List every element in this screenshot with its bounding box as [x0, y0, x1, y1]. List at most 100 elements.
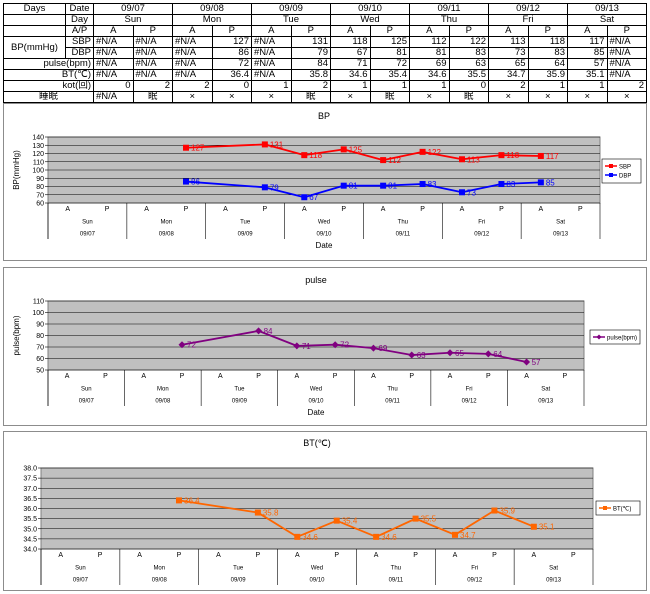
- data-point: [301, 152, 308, 159]
- data-label: 71: [302, 342, 311, 351]
- x-tick-label: P: [105, 206, 110, 213]
- data-point: [340, 146, 347, 153]
- x-day-label: Tue: [234, 386, 245, 392]
- data-label: 72: [340, 341, 349, 350]
- row-label: BT(℃): [3, 69, 94, 81]
- data-point: [459, 156, 465, 163]
- data-label: 34.6: [302, 533, 318, 542]
- x-day-label: Sun: [81, 386, 92, 392]
- table-cell: ×: [251, 91, 292, 103]
- x-day-label: Thu: [387, 386, 397, 392]
- table-cell: #N/A: [172, 47, 213, 59]
- y-tick-label: 36.0: [23, 506, 37, 513]
- table-cell: 眠: [369, 91, 410, 103]
- table-row: BP(mmHg) SBP #N/A #N/A #N/A 127 #N/A 131 118 12…: [3, 36, 647, 59]
- x-tick-label: P: [420, 206, 425, 213]
- data-point: [491, 507, 498, 514]
- legend-box: [601, 158, 642, 184]
- data-point: [523, 358, 531, 366]
- legend-marker: [603, 506, 607, 510]
- table-row: pulse(bpm) #N/A #N/A #N/A 72 #N/A 84 71 72 69 63 6…: [3, 58, 647, 70]
- data-point: [412, 515, 419, 522]
- y-tick-label: 70: [36, 345, 44, 352]
- table-cell: 85: [567, 47, 608, 59]
- data-label: 34.6: [381, 533, 397, 542]
- table-cell: 65: [488, 58, 529, 70]
- chart-title: BP: [318, 111, 330, 121]
- ap-cell: A: [330, 25, 371, 37]
- data-label: 118: [506, 151, 519, 160]
- table-cell: #N/A: [132, 69, 173, 81]
- x-day-label: Mon: [157, 386, 169, 392]
- series-line-segment: [373, 347, 412, 356]
- table-cell: 64: [527, 58, 568, 70]
- table-cell: 35.9: [527, 69, 568, 81]
- date-cell: 09/09: [251, 3, 331, 15]
- table-row: DBP #N/A #N/A #N/A 86 #N/A 79 67 81 81 83 73 83 85 #N…: [4, 47, 647, 59]
- date-cell: 09/10: [330, 3, 410, 15]
- table-cell: 眠: [448, 91, 489, 103]
- vitals-table: Days Date 09/07 09/08 09/09 09/10 09/11 …: [3, 3, 647, 103]
- x-date-label: 09/07: [73, 577, 89, 583]
- x-tick-label: A: [374, 552, 379, 559]
- x-date-label: 09/07: [79, 398, 95, 404]
- x-tick-label: A: [539, 206, 544, 213]
- series-line-segment: [501, 154, 541, 157]
- data-point: [419, 181, 426, 188]
- x-day-label: Sat: [541, 386, 550, 392]
- data-label: 122: [428, 148, 442, 157]
- table-cell: 35.1: [567, 69, 608, 81]
- table-cell: 0: [448, 80, 489, 92]
- x-date-label: 09/11: [396, 231, 411, 237]
- x-date-label: 09/09: [238, 231, 254, 237]
- table-cell: #N/A: [93, 47, 134, 59]
- table-cell: #N/A: [132, 36, 173, 48]
- series-line-segment: [382, 150, 423, 161]
- x-day-label: Sun: [75, 565, 86, 571]
- series-line-segment: [343, 148, 384, 161]
- x-day-label: Thu: [398, 219, 408, 225]
- table-cell: 1: [369, 80, 410, 92]
- data-label: 35.4: [342, 517, 358, 526]
- table-cell: 34.7: [488, 69, 529, 81]
- data-point: [183, 144, 189, 151]
- day-cell: Thu: [409, 14, 489, 26]
- x-day-label: Sat: [556, 219, 565, 225]
- data-label: 81: [388, 182, 397, 191]
- x-tick-label: P: [334, 552, 339, 559]
- table-cell: 1: [527, 80, 568, 92]
- x-tick-label: P: [499, 206, 504, 213]
- bp-chart-panel: BP 60 70 80 90 100 110 120 130 140 BP(mmHg) A P A P A P A…: [3, 103, 647, 261]
- x-tick-label: P: [177, 552, 182, 559]
- pulse-chart-panel: pulse 50 60 70 80 90 100 110 pulse(bpm) A P A P A P A P A…: [3, 267, 647, 426]
- x-axis-label: Date: [308, 408, 325, 417]
- table-cell: 2: [488, 80, 529, 92]
- x-tick-label: P: [413, 552, 418, 559]
- data-label: 81: [349, 182, 358, 191]
- date-header: Date: [65, 3, 94, 15]
- x-date-label: 09/12: [474, 231, 490, 237]
- y-tick-label: 100: [32, 168, 44, 175]
- y-tick-label: 80: [36, 184, 44, 191]
- x-tick-label: A: [524, 373, 529, 380]
- y-tick-label: 120: [32, 151, 44, 158]
- y-tick-label: 38.0: [23, 466, 37, 473]
- data-point: [537, 152, 544, 159]
- x-tick-label: A: [58, 552, 63, 559]
- ap-cell: A: [251, 25, 292, 37]
- y-tick-label: 100: [32, 310, 44, 317]
- table-cell: 0: [93, 80, 134, 92]
- table-cell: ×: [172, 91, 213, 103]
- x-day-label: Tue: [240, 219, 251, 225]
- table-cell: 2: [606, 80, 647, 92]
- x-tick-label: A: [216, 552, 221, 559]
- table-cell: 1: [330, 80, 371, 92]
- data-label: 113: [467, 155, 480, 164]
- y-axis-label: BP(mmHg): [12, 150, 21, 190]
- table-cell: 81: [369, 47, 410, 59]
- day-cell: Sat: [567, 14, 647, 26]
- y-tick-label: 36.5: [23, 496, 37, 503]
- blank-cell: [3, 14, 66, 26]
